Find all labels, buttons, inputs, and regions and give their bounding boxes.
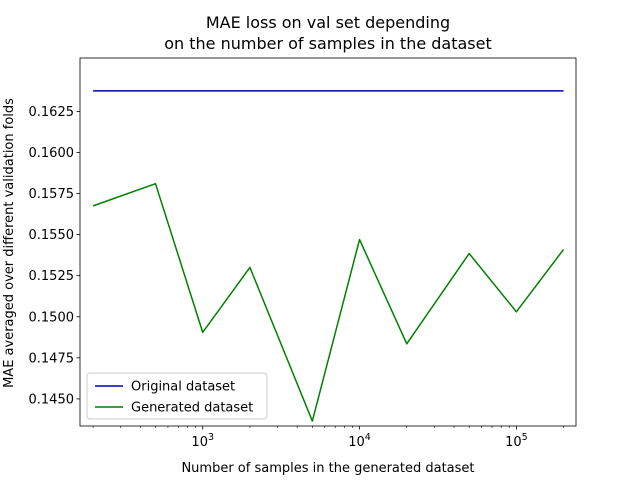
legend-label: Generated dataset <box>131 401 253 416</box>
axes-frame <box>79 57 577 427</box>
chart-title-line-1: MAE loss on val set depending <box>206 13 450 32</box>
x-tick-label: 103 <box>191 432 214 450</box>
plot-area <box>92 90 565 422</box>
y-tick-label: 0.1525 <box>29 269 75 284</box>
x-tick-label: 105 <box>505 432 528 450</box>
series-line-generated-dataset <box>92 182 565 422</box>
y-tick-label: 0.1625 <box>29 105 75 120</box>
chart-title-line-2: on the number of samples in the dataset <box>164 34 492 53</box>
y-tick-label: 0.1550 <box>29 228 75 243</box>
y-axis-label: MAE averaged over different validation f… <box>2 98 17 388</box>
legend: Original dataset Generated dataset <box>86 372 268 420</box>
axes: 0.1450 0.1475 0.1500 0.1525 0.1550 0.1575 0.16… <box>29 57 577 450</box>
y-tick-label: 0.1575 <box>29 187 75 202</box>
legend-label: Original dataset <box>131 380 235 395</box>
y-tick-label: 0.1500 <box>29 310 75 325</box>
y-tick-label: 0.1450 <box>29 392 75 407</box>
x-axis-label: Number of samples in the generated datas… <box>181 461 474 476</box>
y-tick-label: 0.1600 <box>29 146 75 161</box>
x-tick-label: 104 <box>348 432 371 450</box>
y-tick-label: 0.1475 <box>29 351 75 366</box>
legend-box <box>86 372 268 420</box>
